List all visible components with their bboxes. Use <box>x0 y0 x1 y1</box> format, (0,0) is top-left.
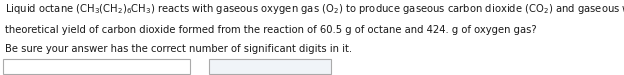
FancyBboxPatch shape <box>3 58 190 74</box>
FancyBboxPatch shape <box>209 58 331 74</box>
Text: Be sure your answer has the correct number of significant digits in it.: Be sure your answer has the correct numb… <box>5 44 352 53</box>
Text: Liquid octane $\left(\mathregular{CH_3(CH_2)_6CH_3}\right)$ reacts with gaseous : Liquid octane $\left(\mathregular{CH_3(C… <box>5 2 624 16</box>
Text: theoretical yield of carbon dioxide formed from the reaction of 60.5 g of octane: theoretical yield of carbon dioxide form… <box>5 25 537 35</box>
